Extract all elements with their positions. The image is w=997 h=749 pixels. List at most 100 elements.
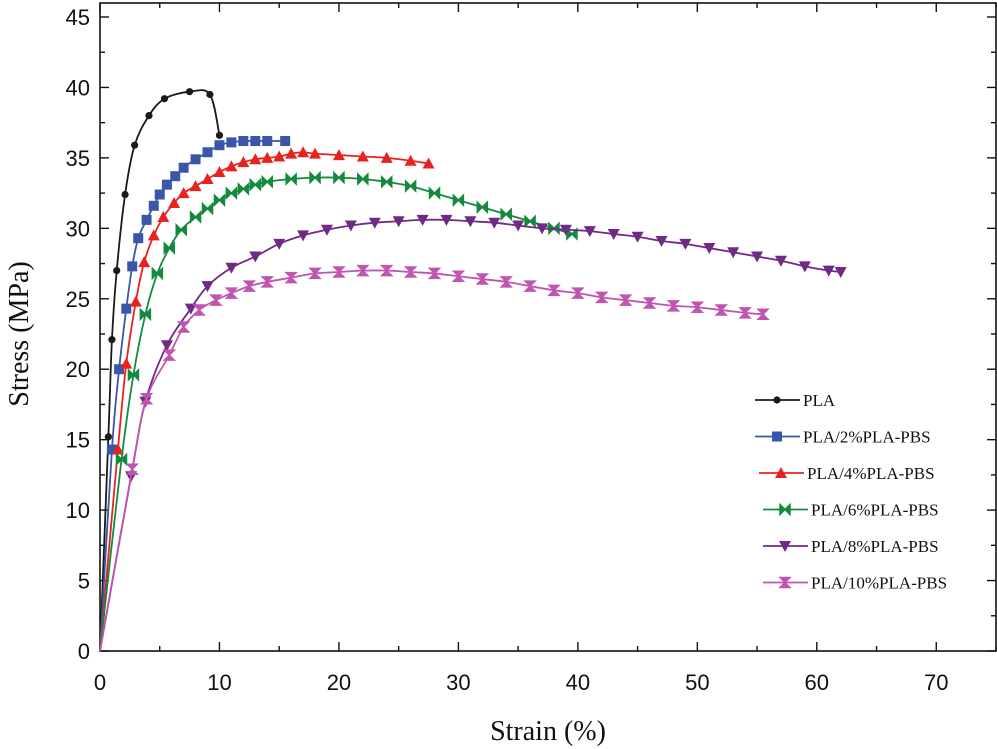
y-tick-label: 20 bbox=[66, 357, 90, 382]
data-point bbox=[488, 217, 501, 229]
data-point bbox=[104, 433, 112, 441]
data-point bbox=[237, 156, 250, 168]
legend-item: PLA bbox=[755, 391, 836, 410]
legend-marker bbox=[778, 576, 792, 589]
data-point bbox=[332, 266, 346, 278]
data-point bbox=[168, 196, 181, 208]
data-point bbox=[177, 187, 190, 199]
data-point bbox=[209, 294, 223, 306]
data-point bbox=[523, 280, 537, 292]
legend-marker bbox=[775, 467, 787, 478]
data-point bbox=[162, 349, 177, 361]
legend-label: PLA/6%PLA-PBS bbox=[811, 501, 939, 520]
data-point bbox=[333, 170, 345, 185]
data-point bbox=[428, 186, 441, 200]
data-point bbox=[427, 267, 442, 280]
legend-item: PLA/2%PLA-PBS bbox=[755, 428, 931, 447]
data-point bbox=[559, 224, 572, 236]
data-point bbox=[249, 251, 262, 263]
legend-marker bbox=[779, 541, 791, 552]
series-pla-4-pla-pbs bbox=[99, 146, 435, 652]
plot-area: 0 10 20 30 40 50 60 70 0 5 10 15 20 25 30 35 40 45 PLA PLA/… bbox=[66, 2, 997, 695]
data-point bbox=[225, 186, 238, 200]
y-tick-label: 40 bbox=[66, 75, 90, 100]
series-pla-2-pla-pbs bbox=[99, 135, 291, 652]
data-point bbox=[738, 307, 752, 319]
data-point bbox=[566, 227, 578, 241]
data-point bbox=[822, 265, 835, 277]
data-point bbox=[224, 287, 239, 299]
legend-marker bbox=[773, 396, 781, 404]
data-point bbox=[422, 157, 435, 169]
data-point bbox=[524, 214, 536, 229]
data-point bbox=[131, 141, 139, 149]
data-point bbox=[512, 220, 525, 232]
data-point bbox=[380, 151, 393, 163]
data-point bbox=[133, 233, 144, 244]
data-point bbox=[226, 137, 237, 148]
data-point bbox=[145, 112, 153, 120]
data-point bbox=[273, 150, 286, 162]
data-point bbox=[452, 193, 465, 207]
data-point bbox=[404, 179, 417, 193]
data-point bbox=[356, 264, 370, 277]
data-point bbox=[242, 280, 257, 292]
data-point bbox=[139, 393, 154, 405]
data-point bbox=[260, 276, 275, 288]
data-point bbox=[213, 165, 226, 177]
series-pla-10-pla-pbs bbox=[99, 264, 770, 652]
data-point bbox=[249, 153, 262, 165]
y-tick-label: 45 bbox=[66, 5, 90, 30]
data-point bbox=[114, 364, 125, 375]
data-point bbox=[440, 214, 453, 226]
data-point bbox=[213, 193, 226, 207]
y-tick-label: 5 bbox=[78, 569, 90, 594]
data-point bbox=[237, 182, 250, 196]
data-point bbox=[536, 223, 549, 235]
legend-item: PLA/4%PLA-PBS bbox=[759, 464, 935, 483]
legend-label: PLA/10%PLA-PBS bbox=[811, 574, 947, 593]
data-point bbox=[121, 190, 129, 199]
legend-label: PLA bbox=[803, 391, 836, 410]
data-point bbox=[666, 300, 681, 312]
data-point bbox=[357, 172, 369, 186]
y-tick-label: 15 bbox=[66, 428, 90, 453]
data-point bbox=[368, 217, 381, 229]
data-point bbox=[157, 211, 170, 223]
data-point bbox=[127, 261, 138, 272]
data-point bbox=[225, 160, 238, 172]
y-tick-label: 35 bbox=[66, 146, 90, 171]
x-tick-label: 50 bbox=[685, 670, 709, 695]
data-point bbox=[631, 231, 644, 243]
data-point bbox=[147, 229, 160, 241]
x-tick-label: 70 bbox=[924, 670, 948, 695]
data-point bbox=[176, 321, 191, 333]
data-point bbox=[175, 222, 187, 237]
data-point bbox=[280, 135, 291, 146]
data-point bbox=[297, 230, 310, 242]
series-pla bbox=[99, 88, 224, 652]
legend-label: PLA/4%PLA-PBS bbox=[807, 464, 935, 483]
series-pla-6-pla-pbs bbox=[99, 170, 578, 652]
data-point bbox=[403, 266, 418, 278]
data-point bbox=[160, 340, 173, 352]
data-point bbox=[475, 273, 490, 285]
data-point bbox=[202, 147, 213, 158]
data-point bbox=[714, 304, 729, 316]
x-tick-label: 10 bbox=[207, 670, 231, 695]
legend-marker bbox=[772, 431, 782, 442]
data-point bbox=[618, 294, 633, 306]
data-point bbox=[285, 147, 298, 159]
x-tick-label: 60 bbox=[805, 670, 829, 695]
y-tick-label: 10 bbox=[66, 498, 90, 523]
data-point bbox=[215, 131, 224, 139]
data-point bbox=[189, 210, 202, 224]
data-point bbox=[392, 216, 405, 228]
series-pla-8-pla-pbs bbox=[99, 214, 847, 652]
data-point bbox=[111, 443, 124, 455]
data-point bbox=[261, 175, 274, 189]
data-point bbox=[464, 216, 477, 228]
data-point bbox=[642, 297, 657, 309]
legend-label: PLA/8%PLA-PBS bbox=[811, 537, 939, 556]
